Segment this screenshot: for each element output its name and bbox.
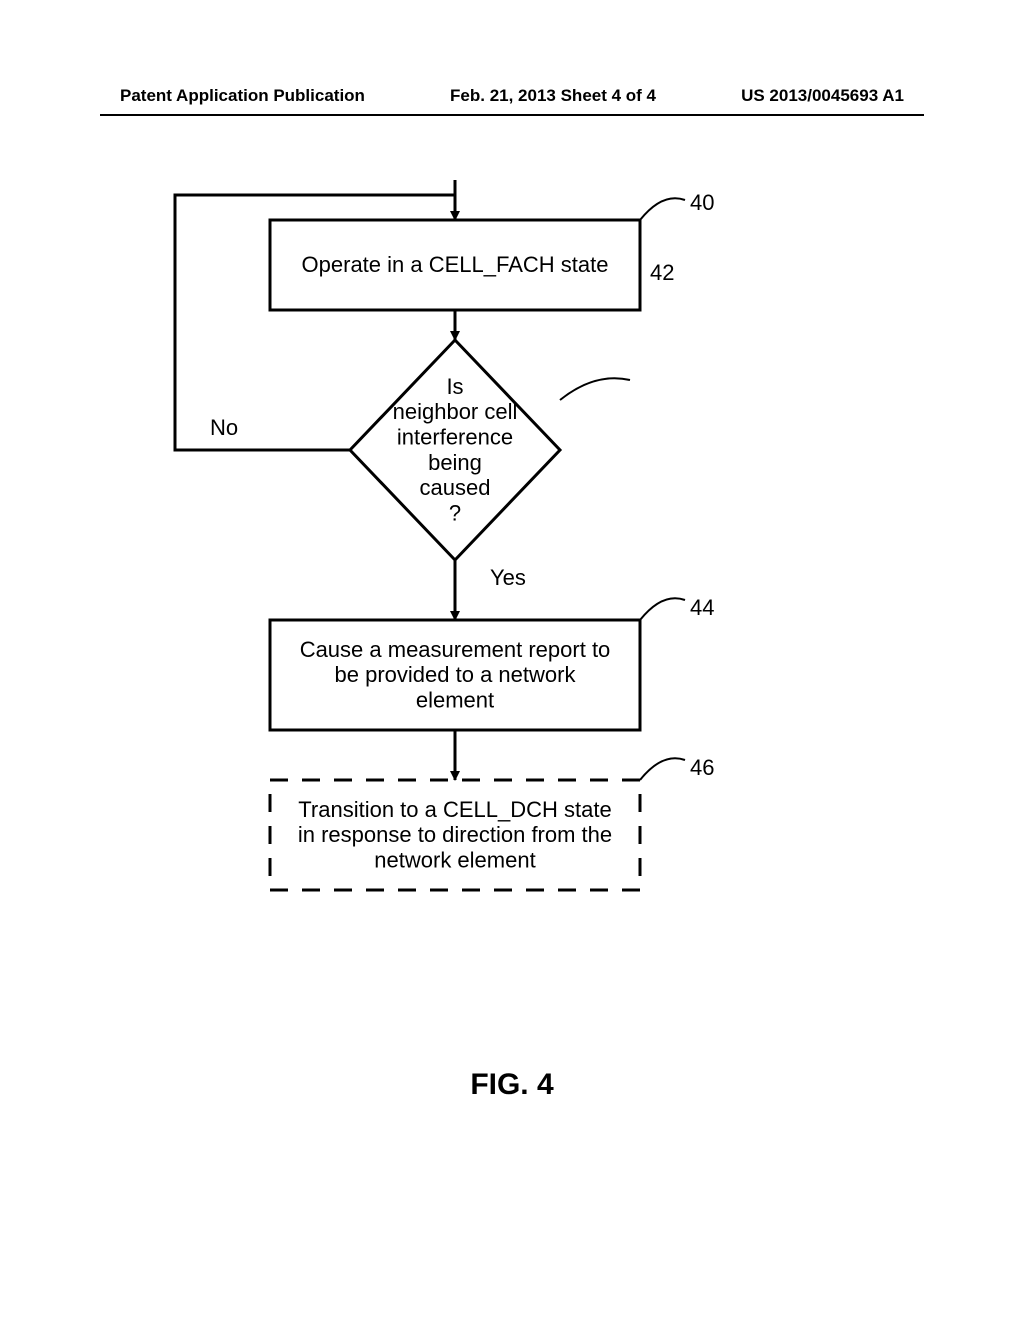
flowchart-node: Isneighbor cellinterferencebeingcaused? 4… [350,260,674,560]
node-text: being [428,450,482,475]
callout-line [640,198,685,220]
flowchart-node: Cause a measurement report tobe provided… [270,595,714,730]
node-text: neighbor cell [393,399,518,424]
node-ref: 44 [690,595,714,620]
node-text: element [416,687,494,712]
node-text: caused [420,475,491,500]
node-ref: 42 [650,260,674,285]
node-text: Cause a measurement report to [300,637,611,662]
node-text: Operate in a CELL_FACH state [302,252,609,277]
node-ref: 46 [690,755,714,780]
callout-line [640,598,685,620]
flowchart-figure: Operate in a CELL_FACH state 40 Isneighbor… [0,0,1024,1320]
edge-label: Yes [490,565,526,590]
node-text: in response to direction from the [298,822,612,847]
callout-line [640,758,685,780]
edge-label: No [210,415,238,440]
node-text: Is [446,374,463,399]
node-text: interference [397,425,513,450]
node-text: Transition to a CELL_DCH state [298,797,611,822]
callout-line [560,378,630,400]
flowchart-node: Transition to a CELL_DCH statein respons… [270,755,714,890]
figure-label: FIG. 4 [0,1068,1024,1102]
node-text: network element [374,847,535,872]
node-text: be provided to a network [335,662,577,687]
node-text: ? [449,500,461,525]
node-ref: 40 [690,190,714,215]
flowchart-node: Operate in a CELL_FACH state 40 [270,190,714,310]
page: Patent Application Publication Feb. 21, … [0,0,1024,1320]
